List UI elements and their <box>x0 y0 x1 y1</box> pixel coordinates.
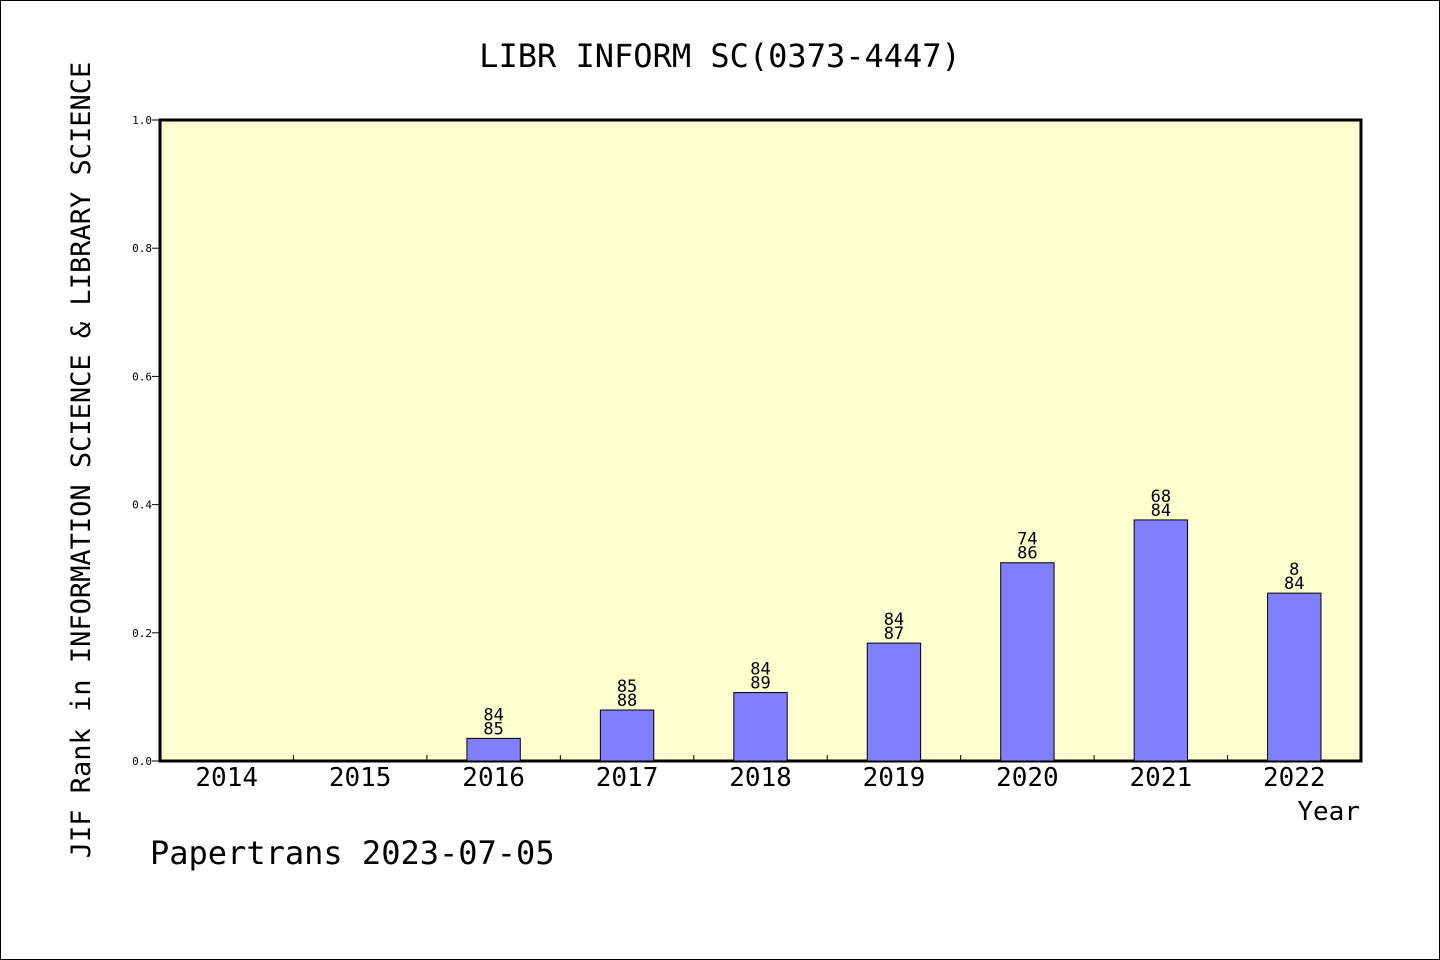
x-axis: 2014 2015 2016 2017 2018 2019 2020 2021 2022 <box>195 755 1326 793</box>
x-tick-label: 2022 <box>1263 763 1326 793</box>
x-tick-label: 2021 <box>1130 763 1193 793</box>
bar-rank-label: 68 <box>1151 487 1171 507</box>
bar-category-size-label: 89 <box>750 674 770 694</box>
bar-2020 <box>1000 562 1055 762</box>
bar-category-size-label: 86 <box>1017 544 1037 564</box>
bar-rank-label: 8 <box>1289 560 1299 580</box>
bar-rank-label: 84 <box>483 705 503 725</box>
x-axis-label: Year <box>1297 797 1360 827</box>
bar-2022 <box>1267 592 1322 762</box>
chart-title: LIBR INFORM SC(0373-4447) <box>479 37 961 75</box>
y-axis: 0.0 0.2 0.4 0.6 0.8 1.0 <box>132 114 160 768</box>
bar-category-size-label: 88 <box>617 691 637 711</box>
x-tick-label: 2017 <box>596 763 659 793</box>
y-tick-label: 0.6 <box>132 370 152 383</box>
bar-rank-label: 84 <box>750 660 770 680</box>
y-axis-label: JIF Rank in INFORMATION SCIENCE & LIBRAR… <box>66 62 97 859</box>
bar-rank-label: 84 <box>884 610 904 630</box>
x-tick-label: 2020 <box>996 763 1059 793</box>
x-tick-label: 2014 <box>195 763 258 793</box>
x-tick-label: 2015 <box>329 763 392 793</box>
bar-2018 <box>733 692 788 762</box>
y-tick-label: 0.4 <box>132 499 152 512</box>
bar-2016 <box>466 737 521 762</box>
bar-rank-label: 85 <box>617 677 637 697</box>
bar-2019 <box>866 642 922 762</box>
x-tick-label: 2018 <box>729 763 792 793</box>
bar-category-size-label: 85 <box>483 719 503 739</box>
bars <box>466 519 1322 762</box>
bar-2017 <box>599 709 655 762</box>
bar-rank-label: 74 <box>1017 530 1037 550</box>
bar-category-size-label: 87 <box>884 624 904 644</box>
x-tick-label: 2016 <box>462 763 525 793</box>
bar-category-size-label: 84 <box>1284 574 1304 594</box>
bar-2021 <box>1133 519 1189 762</box>
y-tick-label: 0.2 <box>132 627 152 640</box>
y-tick-label: 0.0 <box>132 755 152 768</box>
bar-category-size-label: 84 <box>1151 501 1171 521</box>
x-tick-label: 2019 <box>863 763 926 793</box>
y-tick-label: 0.8 <box>132 242 152 255</box>
footer-credit: Papertrans 2023-07-05 <box>150 834 555 872</box>
y-tick-label: 1.0 <box>132 114 152 127</box>
